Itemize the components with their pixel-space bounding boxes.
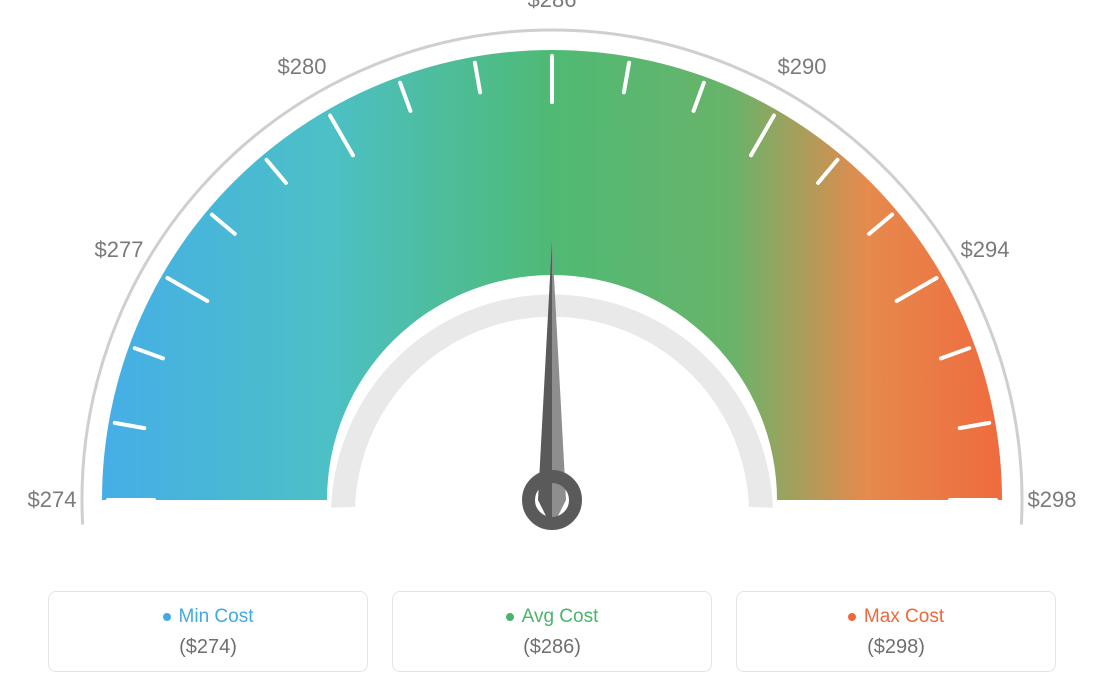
gauge-tick-label: $280: [278, 54, 327, 80]
legend-title-max: Max Cost: [848, 606, 944, 628]
legend-title-avg: Avg Cost: [506, 606, 599, 628]
legend-value-max: ($298): [747, 636, 1045, 659]
legend-label-min: Min Cost: [179, 606, 254, 628]
legend-row: Min Cost ($274) Avg Cost ($286) Max Cost…: [0, 591, 1104, 672]
legend-label-max: Max Cost: [864, 606, 944, 628]
dot-min: [163, 613, 171, 621]
cost-gauge: $274 $277 $280 $286 $290 $294 $298: [0, 0, 1104, 560]
legend-value-min: ($274): [59, 636, 357, 659]
gauge-tick-label: $290: [778, 54, 827, 80]
gauge-tick-label: $294: [961, 237, 1010, 263]
gauge-svg: [0, 0, 1104, 560]
legend-label-avg: Avg Cost: [522, 606, 599, 628]
gauge-tick-label: $298: [1028, 487, 1077, 513]
legend-card-min: Min Cost ($274): [48, 591, 368, 672]
dot-max: [848, 613, 856, 621]
gauge-tick-label: $274: [28, 487, 77, 513]
legend-value-avg: ($286): [403, 636, 701, 659]
legend-card-max: Max Cost ($298): [736, 591, 1056, 672]
gauge-tick-label: $286: [528, 0, 577, 13]
dot-avg: [506, 613, 514, 621]
legend-card-avg: Avg Cost ($286): [392, 591, 712, 672]
legend-title-min: Min Cost: [163, 606, 254, 628]
gauge-tick-label: $277: [95, 237, 144, 263]
